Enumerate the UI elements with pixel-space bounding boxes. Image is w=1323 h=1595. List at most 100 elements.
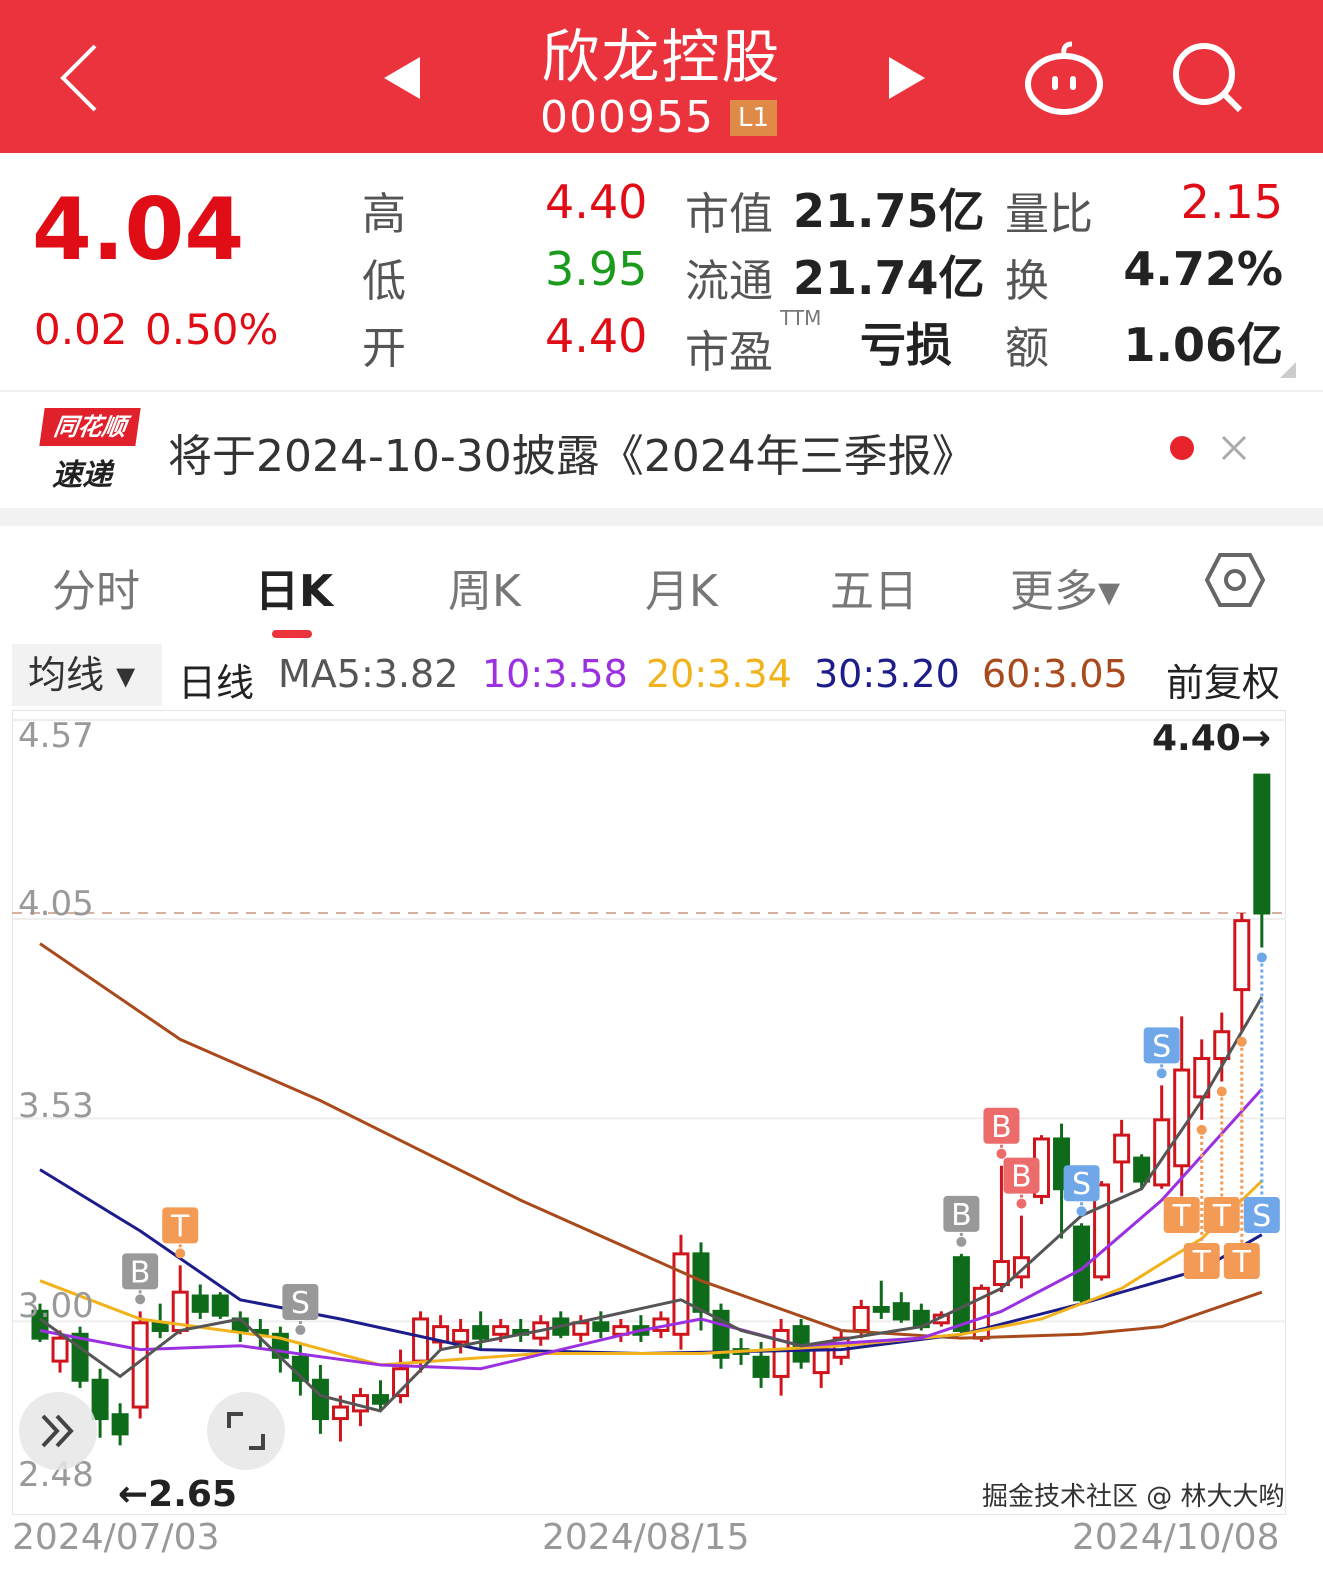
fullscreen-button[interactable] <box>207 1392 285 1470</box>
next-stock-icon[interactable] <box>885 55 929 101</box>
float-cap-value: 21.74亿 <box>793 251 985 305</box>
back-icon[interactable] <box>55 42 105 114</box>
notice-logo-top: 同花顺 <box>39 408 141 446</box>
turnover-label: 换 <box>1005 256 1049 307</box>
price-change-pct: 0.50% <box>145 305 279 354</box>
ma60-value: 60:3.05 <box>982 652 1128 696</box>
candle-up <box>1213 1030 1231 1061</box>
robot-icon[interactable] <box>1022 38 1106 118</box>
open-value: 4.40 <box>545 309 648 363</box>
tab-daily-k[interactable]: 日K <box>255 566 334 617</box>
signal-dot <box>1196 1124 1207 1135</box>
tab-intraday[interactable]: 分时 <box>52 566 140 617</box>
signal-marker-b <box>943 1195 980 1232</box>
volume-ratio-label: 量比 <box>1005 189 1093 240</box>
candle-down <box>892 1302 910 1321</box>
signal-dot <box>1016 1198 1027 1209</box>
signal-marker-t <box>1163 1197 1200 1233</box>
notice-logo-bottom: 速递 <box>52 458 112 493</box>
candle-down <box>1133 1156 1151 1183</box>
signal-label: S <box>291 1286 310 1321</box>
candle-down <box>151 1321 169 1332</box>
signal-label: T <box>1212 1199 1232 1234</box>
candle-down <box>952 1256 970 1332</box>
market-cap-label: 市值 <box>685 189 773 240</box>
x-tick-label: 2024/10/08 <box>1072 1517 1280 1558</box>
price-change: 0.02 <box>34 305 128 354</box>
candle-up <box>772 1328 790 1378</box>
candle-up <box>852 1305 870 1332</box>
amount-value: 1.06亿 <box>1123 318 1284 372</box>
ma30-value: 30:3.20 <box>814 652 960 696</box>
expand-sidebar-button[interactable] <box>19 1392 97 1470</box>
signal-dot <box>1076 1206 1087 1217</box>
tab-weekly-k[interactable]: 周K <box>448 566 521 617</box>
max-price-annotation: 4.40→ <box>1152 718 1271 759</box>
signal-marker-s <box>282 1283 319 1320</box>
amount-label: 额 <box>1005 323 1049 374</box>
signal-label: B <box>1011 1160 1032 1195</box>
double-chevron-right-icon <box>41 1414 74 1448</box>
notice-text: 将于2024-10-30披露《2024年三季报》 <box>168 431 976 482</box>
signal-label: S <box>1252 1199 1271 1234</box>
candle-up <box>412 1317 430 1363</box>
turnover-value: 4.72% <box>1123 242 1283 296</box>
settings-hexagon-icon[interactable] <box>1205 552 1265 608</box>
signal-label: S <box>1072 1167 1091 1202</box>
signal-marker-t <box>1203 1197 1240 1233</box>
y-tick-label: 4.05 <box>18 884 94 924</box>
ma5-value: MA5:3.82 <box>278 652 459 696</box>
signal-label: B <box>951 1198 972 1233</box>
candle-down <box>211 1294 229 1317</box>
ma60-line <box>39 942 1263 1340</box>
candle-down <box>472 1325 490 1340</box>
prev-stock-icon[interactable] <box>380 55 424 101</box>
high-value: 4.40 <box>545 175 648 229</box>
period-label: 日线 <box>178 661 255 705</box>
ma10-line <box>39 1088 1263 1371</box>
stock-name: 欣龙控股 <box>541 23 782 91</box>
level-badge: L1 <box>730 100 778 136</box>
signal-dot <box>135 1294 146 1305</box>
kline-chart-frame[interactable] <box>12 710 1286 1515</box>
signal-dot <box>956 1236 967 1247</box>
tab-monthly-k[interactable]: 月K <box>645 566 718 617</box>
y-tick-label: 3.00 <box>18 1286 94 1326</box>
signal-dot <box>1216 1086 1227 1097</box>
notice-bar[interactable]: 同花顺 速递 将于2024-10-30披露《2024年三季报》 <box>0 390 1323 508</box>
signal-label: T <box>1232 1245 1252 1280</box>
tab-more[interactable]: 更多▾ <box>1010 566 1121 617</box>
search-icon[interactable] <box>1170 40 1246 116</box>
candle-down <box>1253 773 1271 915</box>
signal-dot <box>996 1148 1007 1159</box>
candle-up <box>1233 919 1251 992</box>
candle-down <box>752 1355 770 1378</box>
candle-up <box>452 1328 470 1344</box>
ma10-value: 10:3.58 <box>482 652 628 696</box>
float-cap-label: 流通 <box>685 256 773 307</box>
signal-marker-t <box>1223 1243 1260 1279</box>
min-price-annotation: ←2.65 <box>118 1474 237 1515</box>
low-value: 3.95 <box>545 242 648 296</box>
expand-corner-icon[interactable] <box>1280 362 1296 378</box>
pe-value: 亏损 <box>860 318 952 372</box>
candle-down <box>311 1378 329 1421</box>
divider <box>0 508 1323 526</box>
adjust-mode[interactable]: 前复权 <box>1166 661 1281 705</box>
signal-dot <box>1156 1068 1167 1079</box>
x-tick-label: 2024/08/15 <box>542 1517 750 1558</box>
signal-marker-s <box>1243 1197 1280 1233</box>
close-icon[interactable] <box>1220 434 1248 462</box>
candle-down <box>191 1294 209 1313</box>
candle-up <box>572 1321 590 1336</box>
signal-marker-b <box>122 1253 159 1290</box>
signal-dot <box>1236 1036 1247 1047</box>
ma-selector-dropdown[interactable]: 均线 ▾ <box>12 644 162 706</box>
signal-marker-t <box>162 1207 199 1244</box>
tab-five-day[interactable]: 五日 <box>830 566 918 617</box>
last-price: 4.04 <box>32 180 245 280</box>
candle-up <box>992 1260 1010 1287</box>
y-tick-label: 3.53 <box>18 1086 94 1126</box>
pe-label: 市盈 <box>685 327 773 378</box>
